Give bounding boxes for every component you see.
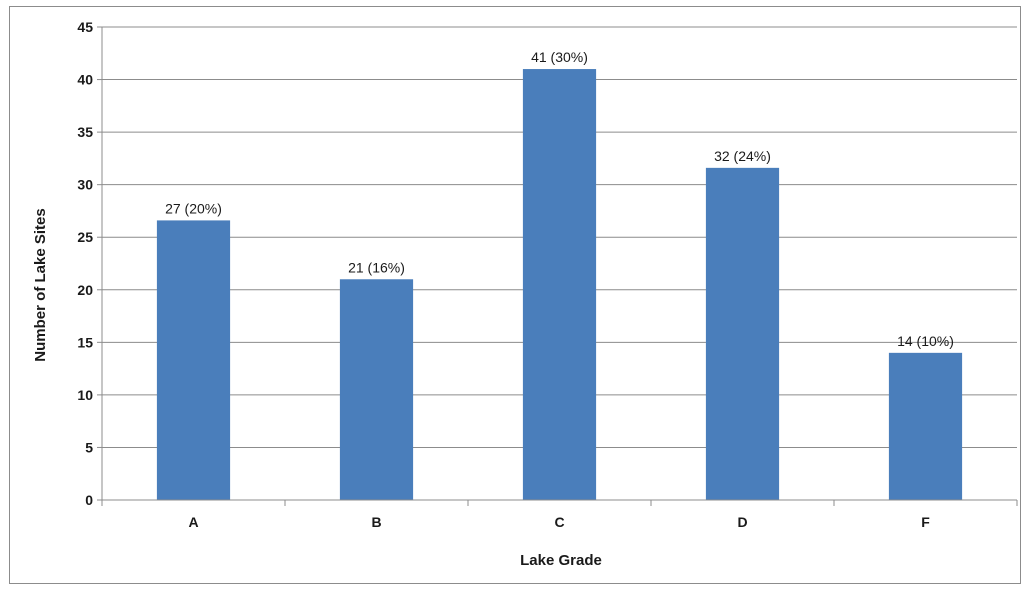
y-tick-label: 20: [77, 282, 93, 298]
y-tick-label: 25: [77, 229, 93, 245]
y-tick-label: 30: [77, 177, 93, 193]
bar-D: [705, 167, 780, 501]
y-tick-label: 40: [77, 72, 93, 88]
y-tick-label: 15: [77, 334, 93, 350]
y-axis-title: Number of Lake Sites: [32, 208, 49, 361]
y-tick-label: 0: [85, 492, 93, 508]
x-axis-title: Lake Grade: [520, 552, 602, 569]
x-category-label: B: [371, 514, 381, 530]
y-axis-ticks: 0 5 10 15 20 25 30 35 40 45: [77, 19, 102, 508]
x-category-label: C: [554, 514, 564, 530]
bars: [156, 69, 963, 501]
y-tick-label: 45: [77, 19, 93, 35]
y-tick-label: 5: [85, 439, 93, 455]
x-category-label: D: [737, 514, 747, 530]
x-category-label: A: [188, 514, 198, 530]
y-tick-label: 10: [77, 387, 93, 403]
bar-F: [888, 352, 963, 500]
bar-B: [339, 279, 414, 500]
data-label: 41 (30%): [531, 49, 588, 65]
x-axis: [101, 27, 1018, 506]
x-category-label: F: [921, 514, 930, 530]
data-label: 27 (20%): [165, 200, 222, 216]
bar-A: [156, 220, 231, 500]
data-labels: 27 (20%) 21 (16%) 41 (30%) 32 (24%) 14 (10%): [165, 49, 954, 349]
data-label: 14 (10%): [897, 333, 954, 349]
data-label: 32 (24%): [714, 148, 771, 164]
y-tick-label: 35: [77, 124, 93, 140]
bar-C: [522, 69, 597, 501]
data-label: 21 (16%): [348, 259, 405, 275]
